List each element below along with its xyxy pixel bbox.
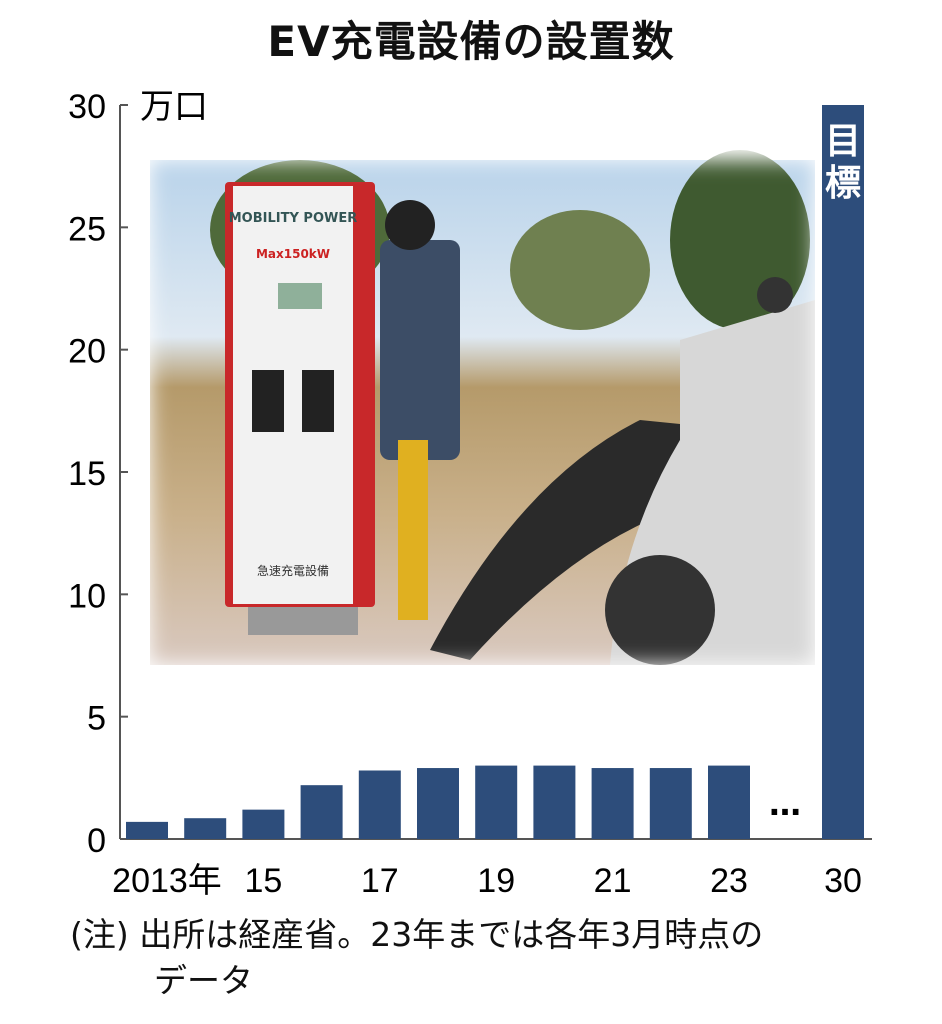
charger-rating: Max150kW: [256, 247, 330, 261]
x-tick-label: 15: [244, 862, 282, 900]
y-tick-label: 5: [87, 700, 106, 738]
bar-2018: [417, 768, 459, 839]
footnote-line2: データ: [154, 961, 253, 1000]
bar-2013: [126, 821, 168, 839]
bar-2020: [533, 765, 576, 839]
x-tick-label: 19: [477, 862, 515, 900]
y-tick-label: 10: [68, 577, 106, 615]
y-tick-label: 15: [68, 455, 106, 493]
x-tick-label: 21: [594, 862, 632, 900]
y-tick-label: 25: [68, 210, 106, 248]
y-tick-label: 0: [87, 822, 106, 860]
x-tick-label: 23: [710, 862, 748, 900]
target-label: 目: [825, 121, 861, 162]
bar-2023: [708, 765, 750, 839]
charger-brand: MOBILITY POWER: [229, 211, 357, 226]
bar-2022: [649, 768, 692, 839]
target-label: 標: [825, 163, 861, 204]
chart-title: EV充電設備の設置数: [267, 17, 675, 66]
y-tick-label: 30: [68, 88, 106, 126]
x-tick-label: 30: [824, 862, 862, 900]
footnote-line1: (注) 出所は経産省。23年までは各年3月時点の: [70, 915, 764, 954]
bar-2016: [300, 785, 343, 839]
bar-2019: [475, 765, 518, 839]
bar-2017: [358, 770, 401, 839]
charger-label: 急速充電設備: [257, 563, 329, 578]
x-tick-label: 2013年: [112, 862, 222, 900]
bar-2030: [822, 105, 864, 839]
ellipsis-gap: …: [769, 785, 801, 823]
y-tick-label: 20: [68, 333, 106, 371]
footnote: (注) 出所は経産省。23年までは各年3月時点の データ: [70, 912, 890, 1004]
x-tick-label: 17: [361, 862, 399, 900]
bar-2014: [184, 818, 227, 839]
y-axis-unit: 万口: [140, 88, 208, 126]
bar-2015: [242, 809, 285, 839]
ev-charger-photo: MOBILITY POWER Max150kW 急速充電設備: [150, 150, 815, 665]
bar-2021: [591, 768, 634, 839]
